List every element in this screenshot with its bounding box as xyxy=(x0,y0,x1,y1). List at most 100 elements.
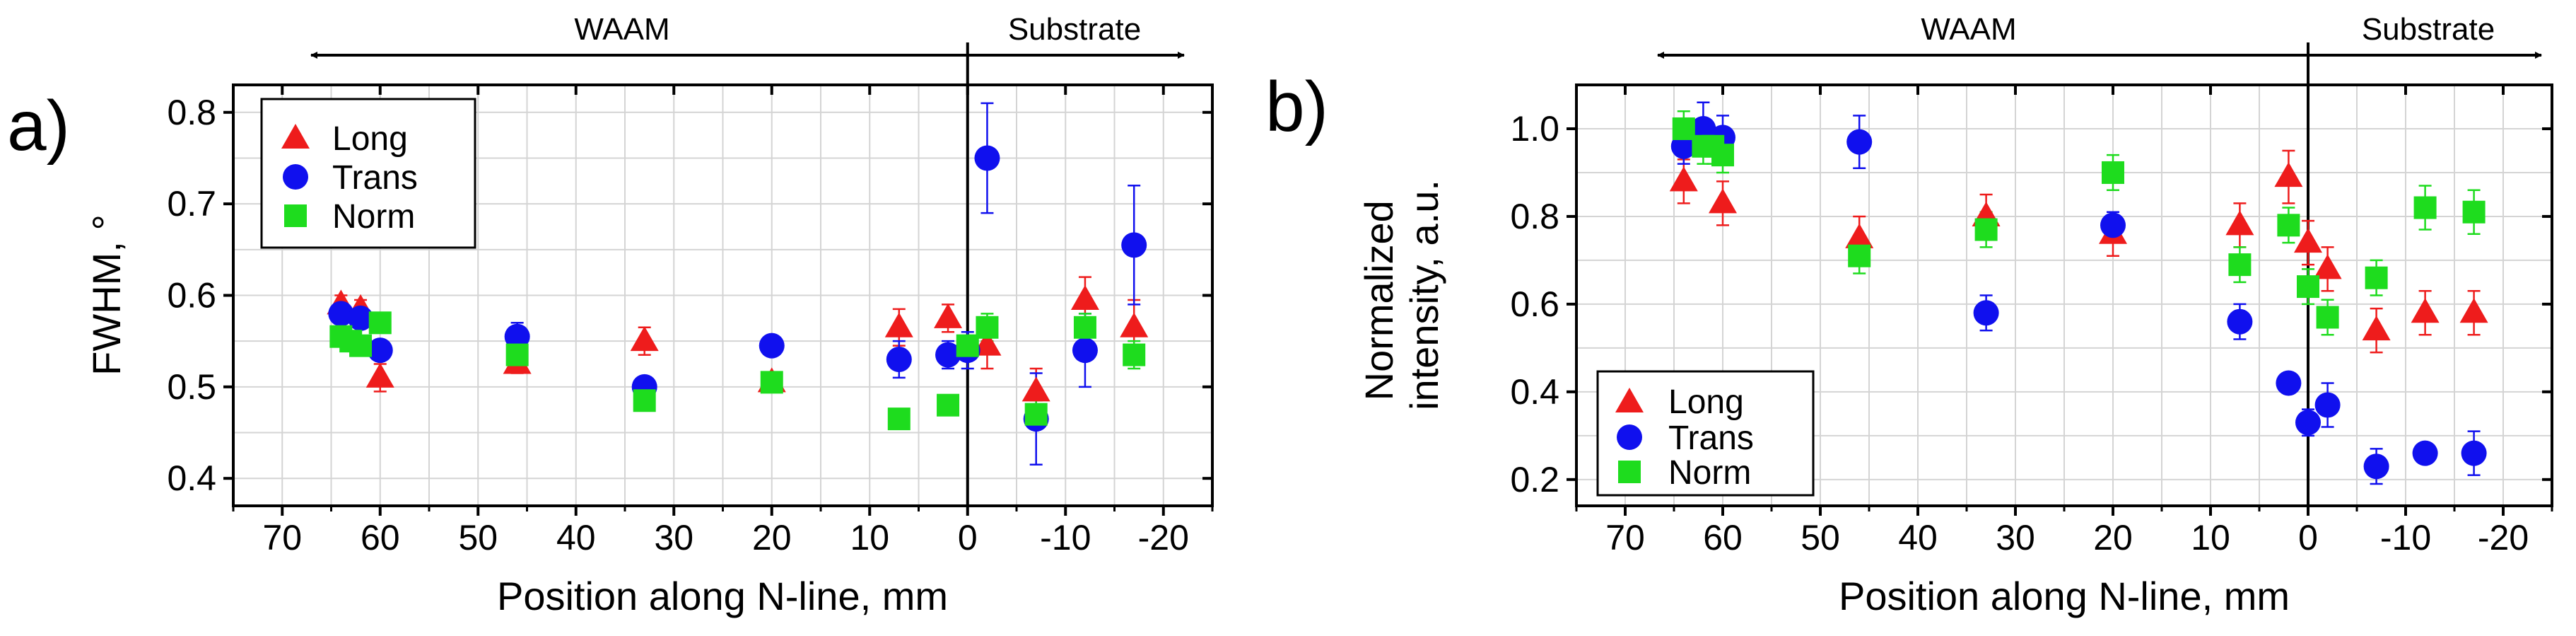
y-axis-label-a: FWHM, ° xyxy=(84,214,129,376)
chart-a: a) WAAM Substrate 70 60 50 40 30 20 10 0 -10 -20 0… xyxy=(7,12,1214,618)
long-point xyxy=(365,362,394,388)
x-tick-label: 10 xyxy=(850,518,889,557)
trans-point xyxy=(2100,212,2126,238)
data-markers-a xyxy=(327,145,1149,432)
x-tick-label: -10 xyxy=(2380,518,2431,557)
x-tick-label: 20 xyxy=(2093,518,2133,557)
long-point xyxy=(934,303,963,328)
long-point xyxy=(1669,166,1698,192)
panel-label-a: a) xyxy=(7,86,70,166)
long-point xyxy=(2411,298,2440,323)
trans-point xyxy=(504,323,530,349)
trans-point xyxy=(328,301,354,327)
long-point xyxy=(1021,376,1050,402)
legend-label-norm-a: Norm xyxy=(332,198,415,236)
legend-item-long-a: Long xyxy=(281,120,408,158)
norm-point xyxy=(976,316,999,339)
trans-point xyxy=(1072,337,1098,364)
long-point xyxy=(1709,188,1737,214)
legend-b: Long Trans Norm xyxy=(1596,370,1815,497)
y-tick-label: 0.5 xyxy=(167,367,216,407)
norm-point xyxy=(1073,316,1096,339)
norm-point xyxy=(2277,214,2300,237)
legend-swatch-norm-a xyxy=(284,204,307,227)
long-point xyxy=(2362,316,2391,341)
legend-swatch-trans-b xyxy=(1617,424,1642,450)
norm-point xyxy=(760,371,783,394)
norm-point xyxy=(2462,200,2486,224)
legend-item-trans-b: Trans xyxy=(1617,420,1754,457)
panel-label-b: b) xyxy=(1265,67,1328,146)
region-arrow-b: WAAM Substrate xyxy=(1657,12,2542,59)
trans-point xyxy=(1121,232,1147,258)
norm-point xyxy=(937,393,960,417)
y-axis-label-b-line1: Normalized xyxy=(1357,200,1401,400)
x-tick-label: 20 xyxy=(752,518,792,557)
legend-label-long-b: Long xyxy=(1668,383,1744,421)
long-point xyxy=(630,326,659,352)
long-point xyxy=(1845,223,1874,248)
legend-item-norm-a: Norm xyxy=(284,198,415,236)
norm-point xyxy=(2316,306,2339,329)
norm-point xyxy=(368,311,392,335)
x-tick-label: 40 xyxy=(1898,518,1938,557)
legend-item-trans-a: Trans xyxy=(283,159,418,197)
legend-a: Long Trans Norm xyxy=(260,98,476,249)
norm-point xyxy=(1974,218,1998,241)
trans-point xyxy=(348,305,374,331)
region-label-waam-a: WAAM xyxy=(574,12,669,47)
region-label-substrate-a: Substrate xyxy=(1008,12,1141,47)
y-tick-label: 0.8 xyxy=(167,93,216,132)
trans-point xyxy=(2276,370,2302,396)
legend-swatch-long-a xyxy=(281,124,310,149)
norm-point xyxy=(2228,253,2252,277)
norm-point xyxy=(1024,403,1048,426)
norm-point xyxy=(1672,117,1695,140)
x-tick-label: 60 xyxy=(1703,518,1743,557)
trans-point xyxy=(2314,392,2341,418)
norm-point xyxy=(1711,144,1734,167)
norm-point xyxy=(2413,196,2437,219)
x-tick-label: 40 xyxy=(556,518,596,557)
x-axis-label-b: Position along N-line, mm xyxy=(1839,574,2290,618)
trans-point xyxy=(974,145,1000,171)
y-tick-label: 0.8 xyxy=(1510,197,1559,236)
legend-label-trans-b: Trans xyxy=(1668,420,1754,457)
x-tick-label: -10 xyxy=(1040,518,1091,557)
trans-point xyxy=(2295,410,2321,436)
norm-point xyxy=(887,407,911,431)
x-axis-label-a: Position along N-line, mm xyxy=(497,574,948,618)
trans-point xyxy=(2461,440,2487,466)
norm-point xyxy=(2365,266,2388,289)
long-point xyxy=(1070,284,1099,310)
x-tick-label: 70 xyxy=(262,518,302,557)
trans-point xyxy=(935,342,961,368)
y-tick-label: 1.0 xyxy=(1510,109,1559,149)
x-tick-label: 70 xyxy=(1605,518,1645,557)
legend-label-trans-a: Trans xyxy=(332,159,418,197)
legend-swatch-norm-b xyxy=(1618,461,1641,483)
y-tick-label: 0.2 xyxy=(1510,460,1559,499)
norm-point xyxy=(2102,161,2124,184)
long-point xyxy=(2274,162,2303,187)
x-tick-label: 50 xyxy=(458,518,498,557)
y-tick-label: 0.4 xyxy=(167,458,216,498)
x-tick-label: 60 xyxy=(361,518,400,557)
x-tick-label: 50 xyxy=(1801,518,1840,557)
y-axis-label-b: Normalized intensity, a.u. xyxy=(1357,180,1446,410)
norm-point xyxy=(1848,244,1871,267)
long-point xyxy=(2294,228,2322,253)
data-markers-b xyxy=(1669,115,2488,480)
legend-item-long-b: Long xyxy=(1615,383,1744,421)
x-tick-label: -20 xyxy=(2478,518,2529,557)
trans-point xyxy=(886,347,912,373)
legend-swatch-trans-a xyxy=(283,164,308,190)
trans-point xyxy=(1973,300,1999,326)
y-tick-label: 0.6 xyxy=(1510,284,1559,324)
norm-point xyxy=(1123,343,1146,366)
region-label-substrate-b: Substrate xyxy=(2362,12,2495,47)
trans-point xyxy=(759,333,785,359)
region-arrow-a: WAAM Substrate xyxy=(310,12,1185,59)
legend-label-long-a: Long xyxy=(332,120,408,158)
y-tick-label: 0.4 xyxy=(1510,372,1559,412)
